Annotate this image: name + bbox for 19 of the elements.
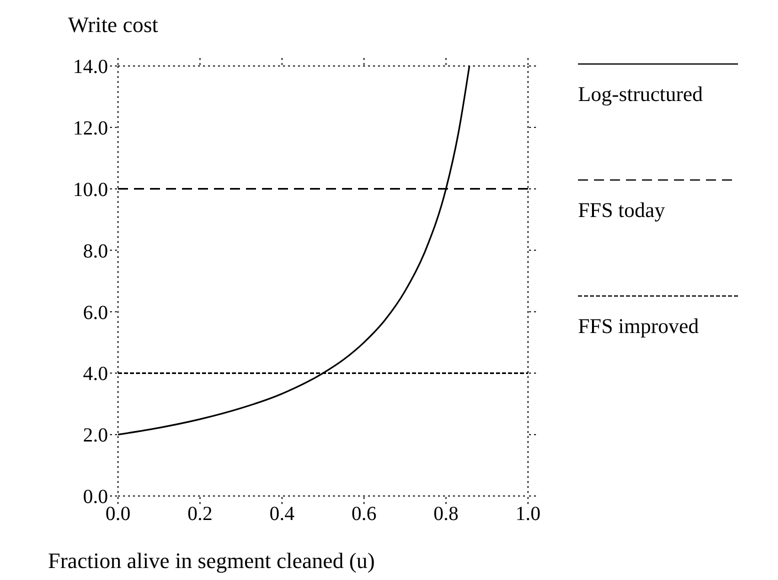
y-tick-label: 2.0 [83, 424, 108, 447]
y-tick-label: 0.0 [83, 486, 108, 508]
x-axis-title: Fraction alive in segment cleaned (u) [48, 548, 375, 573]
x-tick-label: 0.2 [188, 503, 212, 526]
y-tick-label: 12.0 [73, 118, 108, 140]
x-tick-label: 1.0 [516, 503, 540, 526]
y-axis-title: Write cost [68, 12, 158, 37]
text: FFS today [578, 198, 666, 223]
y-tick-label: 8.0 [83, 240, 108, 262]
legend-label: FFS improved [578, 314, 700, 339]
text: Log-structured [578, 82, 704, 107]
y-tick-label: 14.0 [73, 56, 108, 78]
x-tick-label: 0.0 [106, 503, 130, 526]
x-tick-label: 0.6 [352, 503, 376, 526]
x-tick-label: 0.4 [270, 503, 294, 526]
x-tick-label: 0.8 [434, 503, 458, 526]
y-tick-label: 4.0 [83, 363, 108, 386]
y-tick-label: 6.0 [83, 302, 108, 324]
y-tick-label: 10.0 [73, 178, 108, 201]
